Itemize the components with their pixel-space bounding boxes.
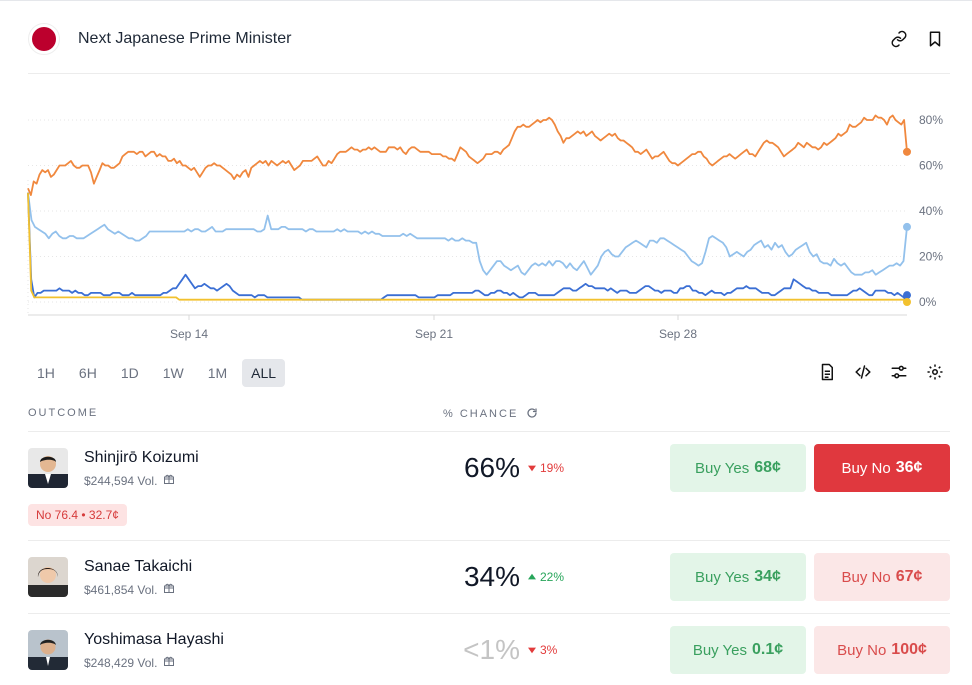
time-range-selector: 1H 6H 1D 1W 1M ALL — [28, 359, 286, 387]
series-end-dot — [903, 147, 911, 156]
down-arrow-icon — [528, 461, 536, 475]
range-1w[interactable]: 1W — [162, 365, 184, 381]
series-end-dot — [903, 298, 911, 306]
document-icon[interactable] — [818, 363, 836, 381]
chance-column-label: % CHANCE — [443, 408, 519, 420]
outcome-chance: 66% — [463, 452, 520, 483]
gift-icon — [163, 473, 175, 488]
outcome-row-koizumi[interactable]: Shinjirō Koizumi $244,594 Vol. 66% 19% B… — [28, 432, 950, 540]
buy-yes-price: 0.1¢ — [752, 641, 784, 658]
buy-yes-price: 68¢ — [754, 459, 781, 476]
delta-text: 19% — [540, 461, 565, 475]
x-tick-label: Sep 28 — [659, 327, 697, 341]
bookmark-icon[interactable] — [926, 30, 944, 48]
outcome-chance: 34% — [463, 561, 520, 592]
volume-text: $244,594 Vol. — [84, 473, 158, 488]
range-all[interactable]: ALL — [242, 359, 286, 387]
range-1d[interactable]: 1D — [120, 365, 139, 381]
volume-text: $461,854 Vol. — [84, 582, 158, 597]
gear-icon[interactable] — [926, 363, 944, 381]
y-tick-label: 80% — [919, 113, 943, 127]
delta-text: 22% — [540, 570, 565, 584]
up-arrow-icon — [528, 570, 536, 584]
outcome-volume: $248,429 Vol. — [84, 655, 175, 670]
market-header: Next Japanese Prime Minister — [28, 22, 950, 56]
buy-no-price: 100¢ — [891, 641, 927, 658]
series-end-dot — [903, 291, 911, 300]
x-tick-label: Sep 21 — [415, 327, 453, 341]
table-divider — [28, 431, 950, 432]
chance-delta: 22% — [528, 570, 564, 584]
range-6h[interactable]: 6H — [78, 365, 97, 381]
outcome-name: Sanae Takaichi — [84, 558, 193, 575]
chance-column-header: % CHANCE — [443, 407, 538, 422]
buy-yes-button[interactable]: Buy Yes 68¢ — [670, 444, 806, 492]
gift-icon — [163, 582, 175, 597]
market-title: Next Japanese Prime Minister — [78, 30, 292, 47]
series-line — [27, 192, 908, 276]
buy-yes-price: 34¢ — [754, 568, 781, 585]
buy-yes-label: Buy Yes — [695, 459, 750, 477]
buy-yes-button[interactable]: Buy Yes 34¢ — [670, 553, 806, 601]
y-tick-label: 40% — [919, 204, 943, 218]
outcome-row-takaichi[interactable]: Sanae Takaichi $461,854 Vol. 34% 22% Buy… — [28, 541, 950, 613]
row-divider — [28, 540, 950, 541]
outcome-volume: $461,854 Vol. — [84, 582, 175, 597]
avatar — [28, 630, 68, 670]
avatar — [28, 448, 68, 488]
link-icon[interactable] — [890, 30, 908, 48]
position-tag[interactable]: No 76.4 • 32.7¢ — [28, 504, 127, 526]
outcome-column-header: OUTCOME — [28, 407, 99, 419]
range-1m[interactable]: 1M — [207, 365, 228, 381]
buy-no-button[interactable]: Buy No 67¢ — [814, 553, 950, 601]
series-line — [27, 192, 908, 303]
chart-tools — [818, 363, 944, 381]
avatar — [28, 557, 68, 597]
header-divider — [28, 73, 950, 74]
outcome-row-hayashi[interactable]: Yoshimasa Hayashi $248,429 Vol. <1% 3% B… — [28, 614, 950, 685]
buy-no-price: 36¢ — [895, 459, 923, 476]
delta-text: 3% — [540, 643, 558, 657]
outcome-name: Yoshimasa Hayashi — [84, 631, 224, 648]
buy-yes-label: Buy Yes — [695, 568, 750, 586]
chance-delta: 3% — [528, 643, 557, 657]
outcome-chance: <1% — [463, 634, 520, 665]
buy-no-button[interactable]: Buy No 36¢ — [814, 444, 950, 492]
series-line — [27, 192, 908, 303]
down-arrow-icon — [528, 643, 536, 657]
chance-delta: 19% — [528, 461, 564, 475]
outcome-name: Shinjirō Koizumi — [84, 449, 199, 466]
buy-no-price: 67¢ — [895, 568, 923, 585]
refresh-icon[interactable] — [526, 407, 538, 422]
code-icon[interactable] — [854, 363, 872, 381]
y-tick-label: 0% — [919, 295, 937, 309]
price-history-chart[interactable]: 80% 60% 40% 20% 0% Sep 14 Sep 21 Sep 28 — [0, 80, 972, 355]
x-tick-label: Sep 14 — [170, 327, 208, 341]
japan-flag-icon — [28, 23, 60, 55]
volume-text: $248,429 Vol. — [84, 655, 158, 670]
y-tick-label: 60% — [919, 159, 943, 173]
series-line — [27, 114, 908, 196]
buy-yes-label: Buy Yes — [692, 641, 748, 659]
outcome-volume: $244,594 Vol. — [84, 473, 175, 488]
buy-no-button[interactable]: Buy No 100¢ — [814, 626, 950, 674]
buy-no-label: Buy No — [837, 641, 887, 659]
gift-icon — [163, 655, 175, 670]
buy-yes-button[interactable]: Buy Yes 0.1¢ — [670, 626, 806, 674]
buy-no-label: Buy No — [841, 459, 891, 477]
top-border — [0, 0, 972, 1]
series-end-dot — [903, 222, 911, 231]
range-1h[interactable]: 1H — [37, 365, 55, 381]
y-tick-label: 20% — [919, 250, 943, 264]
buy-no-label: Buy No — [841, 568, 891, 586]
sliders-icon[interactable] — [890, 363, 908, 381]
row-divider — [28, 613, 950, 614]
